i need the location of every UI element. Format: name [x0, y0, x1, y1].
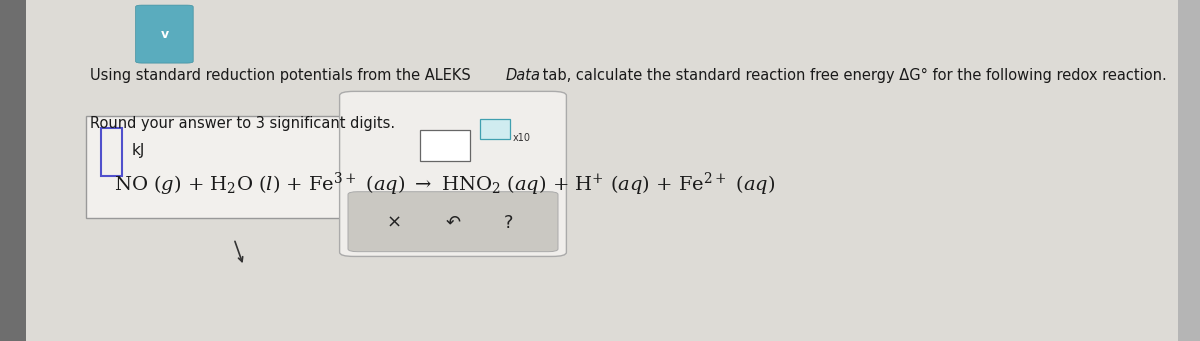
Text: Round your answer to 3 significant digits.: Round your answer to 3 significant digit…: [90, 116, 395, 131]
Text: x10: x10: [512, 133, 530, 143]
Text: Data: Data: [505, 68, 540, 83]
Text: v: v: [161, 28, 168, 41]
Bar: [1178, 0, 1200, 341]
Text: NO $(g)$ + H$_2$O $(\mathit{l})$ + Fe$^{3+}$ $(aq)$ $\rightarrow$ HNO$_2$ $(aq)$: NO $(g)$ + H$_2$O $(\mathit{l})$ + Fe$^{…: [114, 170, 775, 198]
FancyBboxPatch shape: [136, 5, 193, 63]
Text: ?: ?: [504, 213, 514, 232]
FancyBboxPatch shape: [348, 192, 558, 252]
Text: ↶: ↶: [445, 213, 461, 232]
Text: tab, calculate the standard reaction free energy ΔG° for the following redox rea: tab, calculate the standard reaction fre…: [538, 68, 1166, 83]
Text: Using standard reduction potentials from the ALEKS: Using standard reduction potentials from…: [90, 68, 475, 83]
FancyBboxPatch shape: [480, 119, 510, 139]
FancyBboxPatch shape: [86, 116, 356, 218]
FancyBboxPatch shape: [420, 130, 470, 161]
Bar: [0, 0, 26, 341]
Text: kJ: kJ: [132, 143, 145, 158]
FancyBboxPatch shape: [340, 91, 566, 256]
Text: ×: ×: [386, 213, 401, 232]
